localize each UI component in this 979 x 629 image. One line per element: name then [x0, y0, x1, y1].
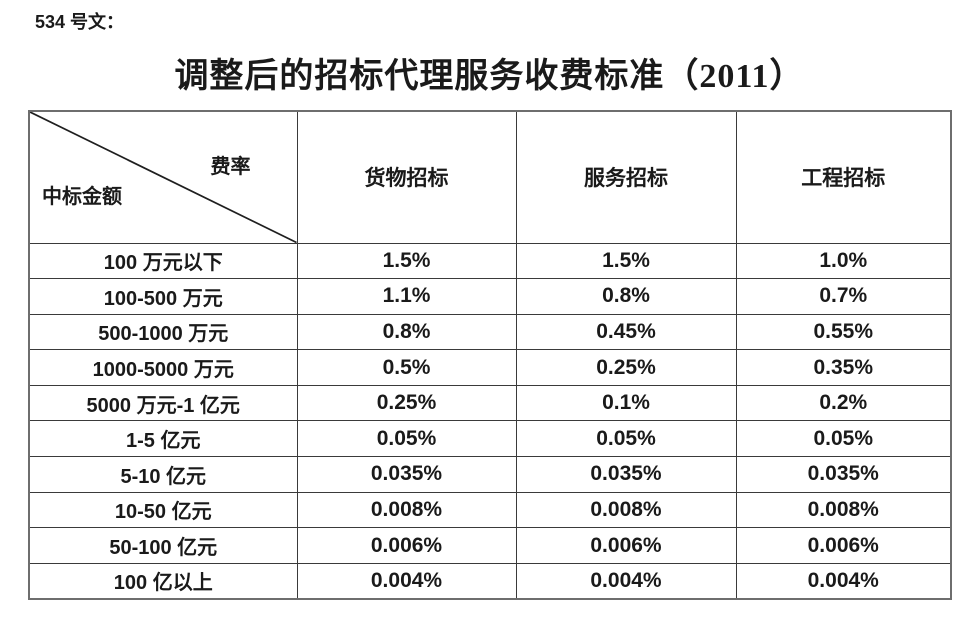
rate-cell: 0.35% — [735, 349, 952, 386]
corner-label-fee-rate: 费率 — [210, 156, 251, 178]
rate-cell: 1.5% — [296, 242, 517, 280]
table-row: 10-50 亿元 0.008% 0.008% 0.008% — [28, 491, 952, 529]
table-row: 5000 万元-1 亿元 0.25% 0.1% 0.2% — [28, 384, 952, 422]
page-title: 调整后的招标代理服务收费标准（2011） — [174, 58, 805, 95]
rate-cell: 0.006% — [515, 527, 737, 564]
rate-cell: 0.05% — [296, 420, 517, 458]
rate-cell: 0.2% — [735, 384, 952, 422]
document-number-label: 534 号文： — [35, 12, 125, 32]
rate-cell: 1.5% — [515, 242, 737, 280]
rate-cell: 1.0% — [735, 242, 952, 280]
rate-cell: 0.006% — [296, 527, 517, 564]
rate-cell: 0.7% — [735, 278, 952, 315]
rate-cell: 0.55% — [735, 313, 952, 351]
rate-cell: 0.006% — [735, 527, 952, 564]
rate-cell: 0.8% — [515, 278, 737, 315]
amount-cell: 1000-5000 万元 — [28, 349, 298, 386]
fee-rate-table: 费率 中标金额 货物招标 服务招标 工程招标 100 万元以下 1.5% 1.5… — [28, 110, 952, 600]
rate-cell: 0.25% — [515, 349, 737, 386]
rate-cell: 0.004% — [735, 562, 952, 600]
rate-cell: 0.05% — [735, 420, 952, 458]
amount-cell: 5-10 亿元 — [28, 456, 298, 493]
rate-cell: 0.8% — [296, 313, 517, 351]
rate-cell: 0.035% — [515, 456, 737, 493]
rate-cell: 0.05% — [515, 420, 737, 458]
column-header-engineering-bidding: 工程招标 — [735, 110, 952, 244]
amount-cell: 5000 万元-1 亿元 — [28, 384, 298, 422]
diagonal-divider-line — [30, 112, 297, 243]
rate-cell: 0.004% — [296, 562, 517, 600]
corner-header-cell: 费率 中标金额 — [28, 110, 298, 244]
table-row: 100 亿以上 0.004% 0.004% 0.004% — [28, 562, 952, 600]
column-header-goods-bidding: 货物招标 — [296, 110, 517, 244]
amount-cell: 1-5 亿元 — [28, 420, 298, 458]
table-row: 500-1000 万元 0.8% 0.45% 0.55% — [28, 313, 952, 351]
table-row: 100-500 万元 1.1% 0.8% 0.7% — [28, 278, 952, 315]
rate-cell: 0.035% — [296, 456, 517, 493]
amount-cell: 10-50 亿元 — [28, 491, 298, 529]
rate-cell: 1.1% — [296, 278, 517, 315]
rate-cell: 0.004% — [515, 562, 737, 600]
rate-cell: 0.25% — [296, 384, 517, 422]
amount-cell: 500-1000 万元 — [28, 313, 298, 351]
amount-cell: 50-100 亿元 — [28, 527, 298, 564]
table-row: 1-5 亿元 0.05% 0.05% 0.05% — [28, 420, 952, 458]
rate-cell: 0.035% — [735, 456, 952, 493]
rate-cell: 0.008% — [296, 491, 517, 529]
rate-cell: 0.008% — [735, 491, 952, 529]
rate-cell: 0.008% — [515, 491, 737, 529]
rate-cell: 0.5% — [296, 349, 517, 386]
table-row: 50-100 亿元 0.006% 0.006% 0.006% — [28, 527, 952, 564]
corner-label-bid-amount: 中标金额 — [42, 185, 122, 208]
table-header-row: 费率 中标金额 货物招标 服务招标 工程招标 — [28, 110, 952, 244]
table-row: 5-10 亿元 0.035% 0.035% 0.035% — [28, 456, 952, 493]
column-header-service-bidding: 服务招标 — [515, 110, 737, 244]
amount-cell: 100 万元以下 — [28, 242, 298, 280]
rate-cell: 0.45% — [515, 313, 737, 351]
table-row: 100 万元以下 1.5% 1.5% 1.0% — [28, 242, 952, 280]
amount-cell: 100 亿以上 — [28, 562, 298, 600]
rate-cell: 0.1% — [515, 384, 737, 422]
table-row: 1000-5000 万元 0.5% 0.25% 0.35% — [28, 349, 952, 386]
amount-cell: 100-500 万元 — [28, 278, 298, 315]
